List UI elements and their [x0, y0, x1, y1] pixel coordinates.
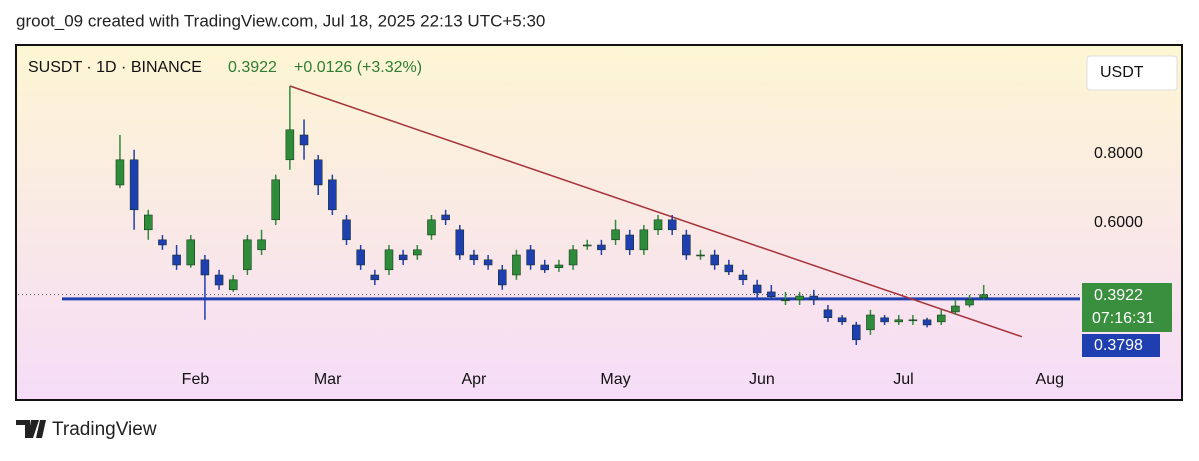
candle-body	[158, 239, 167, 246]
candle-body	[908, 319, 918, 322]
candle-body	[257, 239, 266, 251]
candle-body	[328, 179, 337, 211]
candle-body	[228, 279, 238, 291]
candle-body	[313, 159, 323, 186]
candle-body	[667, 219, 677, 231]
candle-body	[115, 159, 125, 186]
candle-body	[795, 295, 804, 301]
candle-body	[483, 259, 493, 266]
x-tick-label: Jun	[749, 371, 775, 388]
candle-body	[540, 264, 550, 271]
footer: TradingView	[16, 419, 157, 440]
candle-body	[823, 309, 833, 319]
x-tick-label: Jul	[893, 371, 913, 388]
change-text: +0.0126 (+3.32%)	[294, 59, 422, 76]
candle-body	[554, 264, 564, 268]
candle-body	[611, 229, 620, 241]
candle-body	[243, 239, 252, 271]
x-tick-label: May	[600, 371, 630, 388]
candle-body	[285, 129, 295, 161]
candle-body	[965, 299, 974, 306]
last-price-text: 0.3922	[228, 59, 277, 76]
chart-title: SUSDT · 1D · BINANCE	[28, 59, 202, 76]
x-tick-label: Mar	[314, 371, 342, 388]
last-price-label: 0.3922	[1094, 287, 1143, 304]
candle-body	[639, 229, 649, 251]
logo	[16, 420, 46, 438]
candle-body	[625, 234, 634, 251]
currency-button[interactable]	[1086, 55, 1178, 91]
candle-body	[852, 324, 861, 341]
last-price-box	[1082, 283, 1172, 332]
candle-body	[752, 284, 762, 294]
candle-body	[724, 264, 734, 273]
candle-body	[936, 314, 946, 323]
candle-body	[568, 249, 578, 266]
candle-body	[441, 214, 450, 221]
candle-body	[469, 254, 479, 261]
candle-body	[427, 219, 436, 236]
candle-body	[455, 229, 465, 256]
candle-body	[767, 291, 776, 297]
candle-body	[582, 244, 592, 247]
candle-body	[922, 319, 932, 326]
candle-body	[271, 179, 280, 221]
candle-body	[356, 249, 365, 266]
candle-body	[342, 219, 351, 241]
candle-body	[682, 234, 691, 256]
candle-body	[498, 269, 507, 286]
candle-body	[200, 259, 210, 276]
candle-body	[129, 159, 139, 211]
candle-body	[512, 254, 521, 276]
candle-body	[413, 249, 422, 256]
candle-body	[214, 274, 224, 286]
candle-body	[370, 274, 380, 281]
candle-body	[299, 134, 309, 146]
candle-body	[809, 295, 819, 301]
candle-body	[144, 214, 153, 231]
candle-body	[837, 317, 847, 323]
countdown-label: 07:16:31	[1092, 310, 1154, 327]
candle-body	[172, 254, 181, 266]
candle-body	[951, 305, 960, 313]
candle-body	[653, 219, 663, 231]
candle-body	[384, 249, 394, 271]
trendline	[289, 85, 1023, 338]
x-tick-label: Feb	[182, 371, 210, 388]
candle-body	[398, 254, 408, 261]
support-box	[1082, 334, 1160, 357]
candle-body	[738, 274, 748, 281]
x-tick-label: Aug	[1036, 371, 1064, 388]
chart-frame	[15, 44, 1183, 401]
support-label: 0.3798	[1094, 337, 1143, 354]
y-tick-label: 0.8000	[1094, 145, 1143, 162]
candle-body	[696, 254, 705, 257]
header-text: groot_09 created with TradingView.com, J…	[16, 11, 545, 30]
candle-body	[880, 317, 889, 323]
candle-body	[710, 254, 719, 266]
candle-body	[597, 244, 606, 251]
candle-body	[526, 249, 535, 266]
candle-body	[186, 239, 196, 266]
candle-body	[894, 319, 904, 323]
candle-body	[781, 299, 790, 302]
candle-body	[866, 314, 875, 331]
footer-brand: TradingView	[52, 419, 157, 440]
candle-body	[979, 294, 988, 299]
y-tick-label: 0.6000	[1094, 214, 1143, 231]
x-tick-label: Apr	[461, 371, 487, 388]
currency-label[interactable]: USDT	[1100, 64, 1144, 81]
